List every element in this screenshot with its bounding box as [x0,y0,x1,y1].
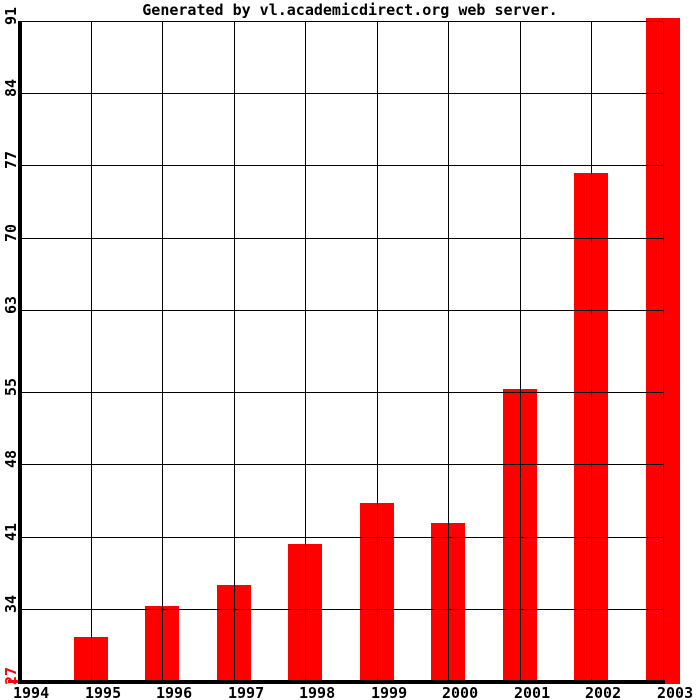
y-tick-label: 63 [2,295,20,314]
v-gridline [91,21,92,680]
y-tick-label: 70 [2,223,20,242]
x-axis [18,680,665,684]
h-gridline [19,537,664,538]
chart-title: Generated by vl.academicdirect.org web s… [142,1,558,19]
v-gridline [448,21,449,680]
y-tick-label: 55 [2,377,20,396]
v-gridline [591,21,592,680]
y-tick-label: 41 [2,522,20,541]
v-gridline [305,21,306,680]
v-gridline [663,21,664,680]
x-tick-label: 1996 [156,684,193,700]
x-tick-label: 1995 [85,684,122,700]
y-tick-label: 84 [2,78,20,97]
y-tick-label: 91 [2,6,20,25]
h-gridline [19,464,664,465]
y-axis [18,21,22,684]
x-tick-label: 1994 [13,684,50,700]
h-gridline [19,609,664,610]
v-gridline [520,21,521,680]
x-tick-label: 1998 [299,684,336,700]
y-tick-label: 48 [2,449,20,468]
y-tick-label: 34 [2,594,20,613]
x-tick-label: 2000 [442,684,479,700]
h-gridline [19,392,664,393]
h-gridline [19,165,664,166]
x-tick-label: 2001 [514,684,551,700]
y-tick-label: 77 [2,150,20,169]
h-gridline [19,238,664,239]
h-gridline [19,21,664,22]
x-tick-label: 1999 [371,684,408,700]
v-gridline [162,21,163,680]
v-gridline [234,21,235,680]
x-tick-label: 1997 [228,684,265,700]
x-tick-label: 2003 [657,684,694,700]
min-tick-mark [8,680,18,683]
h-gridline [19,310,664,311]
h-gridline [19,93,664,94]
y-tick-label: 27 [2,666,20,685]
x-tick-label: 2002 [585,684,622,700]
v-gridline [377,21,378,680]
